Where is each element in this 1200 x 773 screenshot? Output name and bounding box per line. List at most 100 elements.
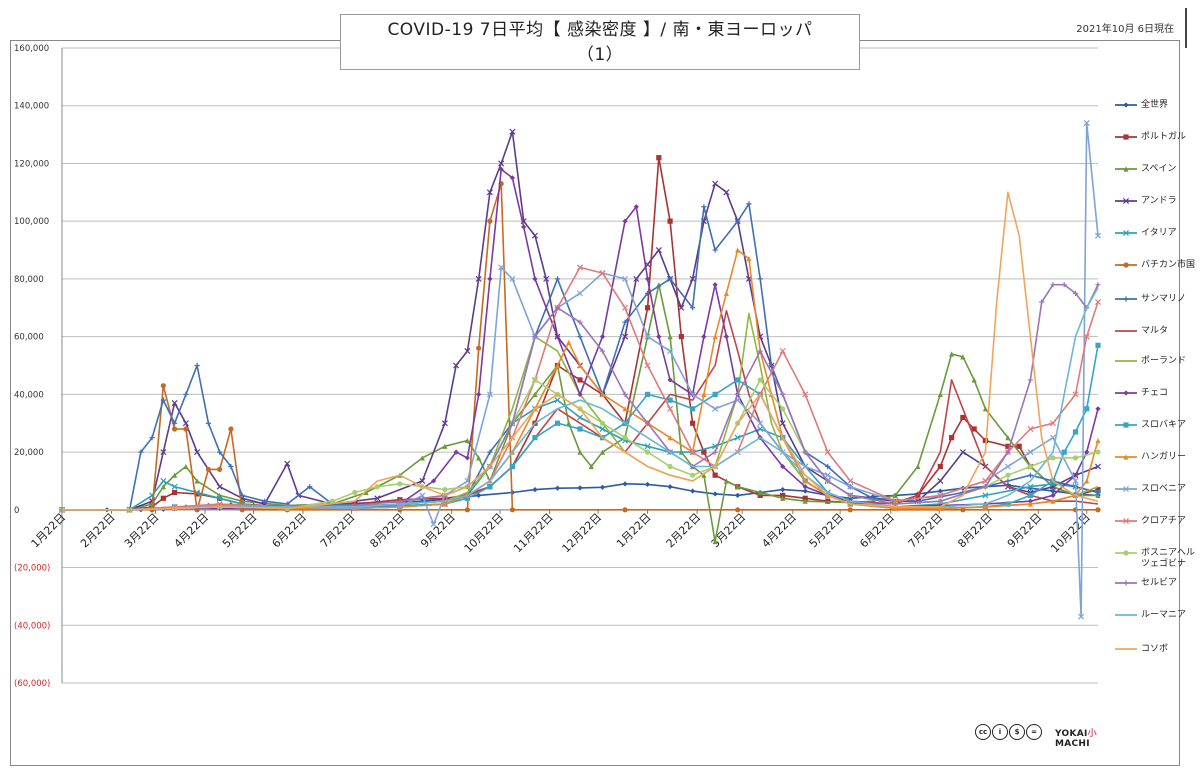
data-point [576,414,584,421]
data-point [1095,342,1101,348]
data-point [1095,507,1101,513]
data-point [746,201,752,207]
data-point [171,483,178,490]
data-point [960,507,966,513]
data-point [757,276,763,282]
data-point [1005,482,1011,488]
y-tick-label: 20,000 [14,448,44,458]
legend-label: マルタ [1141,326,1169,336]
data-point [1072,455,1079,461]
legend-swatch [1115,614,1137,616]
data-point [1050,492,1056,498]
legend-item: スロベニア [1115,484,1195,514]
data-point [1005,478,1011,484]
data-point [172,426,178,432]
data-point [802,478,808,484]
data-point [1027,425,1034,433]
data-point [172,489,178,496]
data-point [194,362,200,369]
data-point [1027,483,1034,490]
data-point [194,491,200,497]
data-point [622,304,629,311]
data-point [1123,262,1129,268]
data-point [644,305,651,311]
data-point [1005,435,1011,441]
data-point [1005,472,1011,478]
legend-swatch [1115,229,1137,237]
data-point [1095,282,1101,288]
noderivs-icon: = [1026,724,1042,740]
data-point [735,377,741,383]
data-point [644,449,651,455]
data-point [1095,487,1101,493]
data-point [566,420,572,426]
data-point [217,466,223,473]
data-point [217,449,223,455]
data-point [690,420,696,426]
x-tick-label: 10月22日 [1048,511,1093,556]
x-tick-label: 9月22日 [1005,511,1045,551]
legend-swatch [1115,422,1137,428]
data-point [374,484,380,490]
y-tick-label: (40,000) [14,621,50,631]
data-point [599,348,606,354]
page-edge-divider [1185,8,1187,48]
data-point [802,488,808,494]
data-point [1122,485,1130,493]
data-point [712,538,718,545]
data-point [667,484,673,490]
legend-label: チェコ [1141,388,1169,398]
data-point [825,463,831,470]
legend-item: ハンガリー [1115,452,1195,482]
data-point [228,426,234,432]
noncommercial-icon: $ [1009,724,1025,740]
data-point [678,304,685,311]
series-6 [59,201,1101,513]
data-point [735,492,741,498]
data-point [780,495,786,501]
data-point [622,481,628,487]
data-point [937,492,944,499]
data-point [554,276,561,282]
legend-label: スロベニア [1141,484,1187,494]
data-point [486,189,493,196]
data-point [1095,449,1101,455]
data-point [667,348,674,355]
data-point [667,435,673,441]
data-point [577,391,583,397]
data-point [486,391,493,398]
data-point [577,362,583,369]
data-point [746,256,752,262]
x-tick-label: 11月22日 [511,511,556,556]
data-point [554,362,561,369]
data-point [1123,580,1129,586]
data-point [768,362,775,369]
data-point [397,498,403,504]
legend-item: スペイン [1115,164,1195,194]
legend-label: 全世界 [1141,100,1169,110]
data-point [1084,449,1090,455]
legend-label: コソボ [1141,644,1169,654]
y-tick-label: (60,000) [14,679,50,689]
data-point [307,484,313,490]
data-point [982,492,989,499]
data-point [735,507,741,513]
x-tick-label: 2月22日 [664,511,704,551]
data-point [802,484,808,490]
data-point [712,449,718,455]
x-tick-label: 6月22日 [857,511,897,551]
series-lines [58,120,1102,620]
legend-swatch [1115,296,1137,302]
data-point [172,472,178,478]
data-point [509,275,516,282]
data-point [847,495,853,501]
data-point [532,377,538,383]
data-point [464,437,470,444]
data-point [982,484,988,490]
data-point [1123,550,1129,556]
data-point [464,348,471,355]
data-point [498,264,505,271]
data-point [937,488,943,494]
data-point [757,425,764,433]
data-point [509,128,516,135]
